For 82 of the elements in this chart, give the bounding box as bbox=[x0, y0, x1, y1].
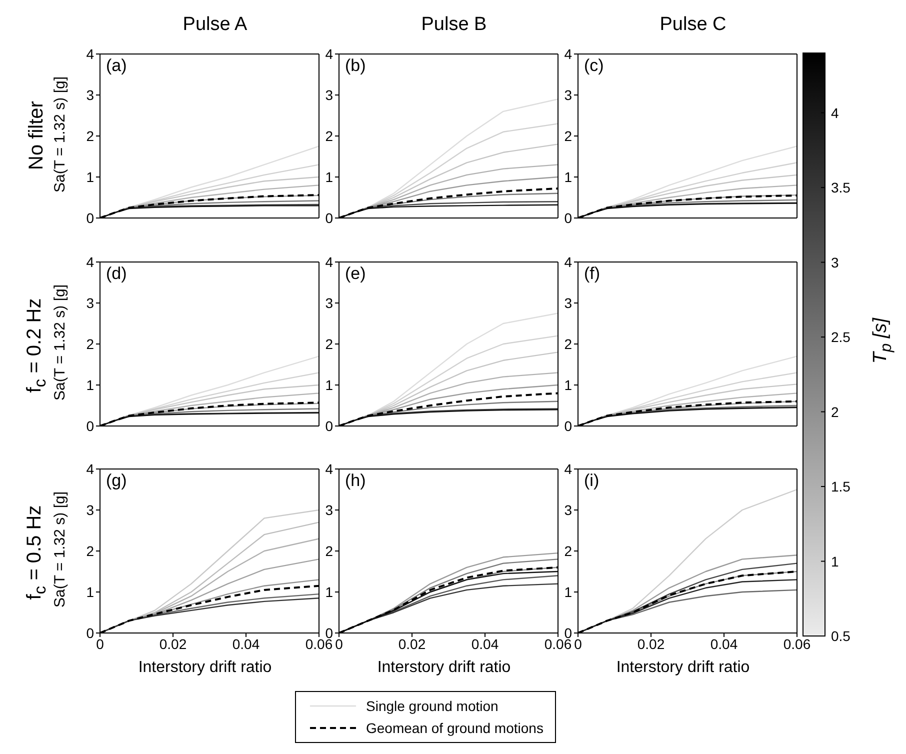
color-bar-label: 1 bbox=[831, 553, 839, 570]
annotation: (b) bbox=[345, 56, 366, 76]
y-tick-label: 1 bbox=[86, 376, 94, 393]
y-tick-label: 2 bbox=[86, 336, 94, 352]
y-tick-label: 0 bbox=[86, 418, 94, 434]
y-tick-label: 2 bbox=[325, 128, 334, 144]
y-tick-label: 2 bbox=[325, 336, 334, 352]
y-tick-label: 4 bbox=[86, 46, 94, 62]
y-axis-title: Sa(T = 1.32 s) [g] bbox=[52, 490, 68, 610]
y-tick-label: 3 bbox=[564, 86, 572, 103]
chart-title: Pulse A bbox=[182, 14, 248, 36]
legend-label: Single ground motion bbox=[366, 698, 498, 714]
y-tick-label: 0 bbox=[564, 418, 572, 434]
x-tick-label: 0.02 bbox=[637, 636, 665, 652]
annotation: (g) bbox=[106, 471, 127, 491]
y-tick-label: 1 bbox=[564, 584, 572, 600]
y-tick-label: 2 bbox=[86, 128, 94, 144]
annotation: (d) bbox=[106, 264, 127, 284]
x-tick-label: 0.06 bbox=[783, 636, 811, 652]
x-tick-label: 0.04 bbox=[232, 636, 260, 652]
color-bar-label: 1.5 bbox=[831, 478, 851, 495]
y-tick-label: 0 bbox=[564, 210, 572, 226]
y-tick-label: 3 bbox=[86, 86, 94, 103]
y-tick-label: 3 bbox=[86, 294, 94, 311]
x-tick-label: 0 bbox=[335, 636, 344, 652]
y-tick-label: 4 bbox=[325, 460, 334, 477]
y-tick-label: 1 bbox=[86, 168, 94, 185]
y-tick-label: 4 bbox=[564, 460, 572, 477]
y-tick-label: 1 bbox=[325, 376, 334, 393]
y-tick-label: 0 bbox=[325, 210, 334, 226]
y-tick-label: 3 bbox=[325, 502, 334, 518]
color-bar-label: 3.5 bbox=[831, 180, 851, 196]
color-bar-label: 0.5 bbox=[831, 628, 851, 644]
annotation: (i) bbox=[584, 471, 600, 491]
y-tick-label: 0 bbox=[86, 210, 94, 226]
y-tick-label: 1 bbox=[564, 168, 572, 185]
x-tick-label: 0 bbox=[574, 636, 582, 652]
y-axis-title: Sa(T = 1.32 s) [g] bbox=[52, 74, 68, 194]
color-bar-label: 3 bbox=[831, 254, 839, 270]
x-tick-label: 0.02 bbox=[159, 636, 187, 652]
x-tick-label: 0.04 bbox=[471, 636, 499, 652]
y-axis-title: Sa(T = 1.32 s) [g] bbox=[52, 282, 68, 402]
x-axis-title: Interstory drift ratio bbox=[137, 659, 273, 677]
y-tick-label: 1 bbox=[325, 168, 334, 185]
y-tick-label: 3 bbox=[325, 86, 334, 103]
x-tick-label: 0.04 bbox=[710, 636, 738, 652]
y-tick-label: 2 bbox=[564, 542, 572, 559]
y-tick-label: 3 bbox=[564, 502, 572, 518]
color-bar-label: 2.5 bbox=[831, 329, 851, 346]
y-tick-label: 4 bbox=[564, 46, 572, 62]
x-tick-label: 0 bbox=[96, 636, 104, 652]
y-tick-label: 2 bbox=[86, 542, 94, 559]
x-axis-title: Interstory drift ratio bbox=[615, 659, 751, 677]
y-tick-label: 4 bbox=[86, 460, 94, 477]
y-tick-label: 2 bbox=[325, 542, 334, 559]
y-tick-label: 2 bbox=[564, 128, 572, 144]
y-tick-label: 4 bbox=[564, 254, 572, 270]
annotation: (e) bbox=[345, 264, 366, 284]
x-tick-label: 0.02 bbox=[398, 636, 426, 652]
x-axis-title: Interstory drift ratio bbox=[376, 659, 512, 677]
y-tick-label: 3 bbox=[564, 294, 572, 311]
y-tick-label: 0 bbox=[86, 624, 94, 641]
chart-title: Pulse B bbox=[420, 14, 488, 36]
legend-label: Geomean of ground motions bbox=[366, 720, 544, 736]
color-bar-label: 4 bbox=[831, 104, 839, 121]
chart-title: Pulse C bbox=[658, 14, 728, 36]
y-tick-label: 4 bbox=[325, 254, 334, 270]
y-tick-label: 3 bbox=[86, 502, 94, 518]
y-tick-label: 0 bbox=[325, 418, 334, 434]
annotation: (c) bbox=[584, 56, 604, 76]
annotation: (f) bbox=[584, 264, 600, 284]
annotation: (a) bbox=[106, 56, 127, 76]
y-tick-label: 2 bbox=[564, 336, 572, 352]
color-bar-label: 2 bbox=[831, 404, 839, 420]
y-tick-label: 4 bbox=[86, 254, 94, 270]
y-tick-label: 1 bbox=[564, 376, 572, 393]
y-tick-label: 3 bbox=[325, 294, 334, 311]
y-tick-label: 1 bbox=[325, 584, 334, 600]
text: No filter bbox=[26, 100, 48, 172]
annotation: (h) bbox=[345, 471, 366, 491]
y-tick-label: 4 bbox=[325, 46, 334, 62]
y-tick-label: 1 bbox=[86, 584, 94, 600]
